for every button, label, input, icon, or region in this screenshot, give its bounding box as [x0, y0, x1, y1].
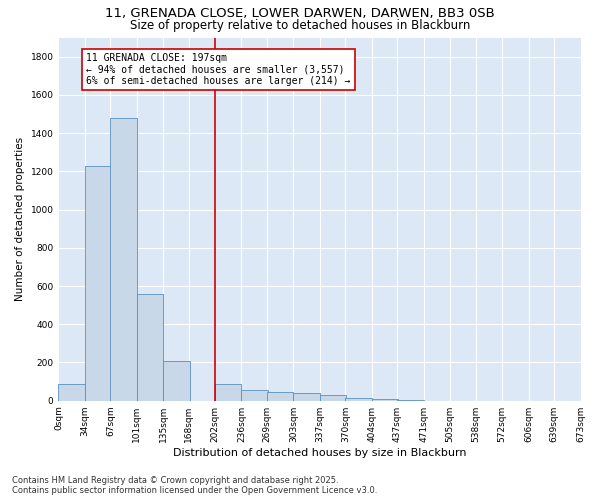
Text: Size of property relative to detached houses in Blackburn: Size of property relative to detached ho… [130, 19, 470, 32]
Text: 11 GRENADA CLOSE: 197sqm
← 94% of detached houses are smaller (3,557)
6% of semi: 11 GRENADA CLOSE: 197sqm ← 94% of detach… [86, 53, 351, 86]
Text: 11, GRENADA CLOSE, LOWER DARWEN, DARWEN, BB3 0SB: 11, GRENADA CLOSE, LOWER DARWEN, DARWEN,… [105, 8, 495, 20]
Bar [85, 166, 111, 400]
Bar [215, 384, 241, 400]
Text: Contains HM Land Registry data © Crown copyright and database right 2025.
Contai: Contains HM Land Registry data © Crown c… [12, 476, 377, 495]
Bar [267, 392, 293, 400]
X-axis label: Distribution of detached houses by size in Blackburn: Distribution of detached houses by size … [173, 448, 466, 458]
Bar [372, 399, 398, 400]
Bar [320, 395, 346, 400]
Y-axis label: Number of detached properties: Number of detached properties [15, 137, 25, 301]
Bar [293, 393, 320, 400]
Bar [346, 398, 372, 400]
Bar [241, 390, 268, 400]
Bar [163, 360, 190, 401]
Bar [137, 294, 163, 401]
Bar [58, 384, 85, 400]
Bar [110, 118, 137, 401]
